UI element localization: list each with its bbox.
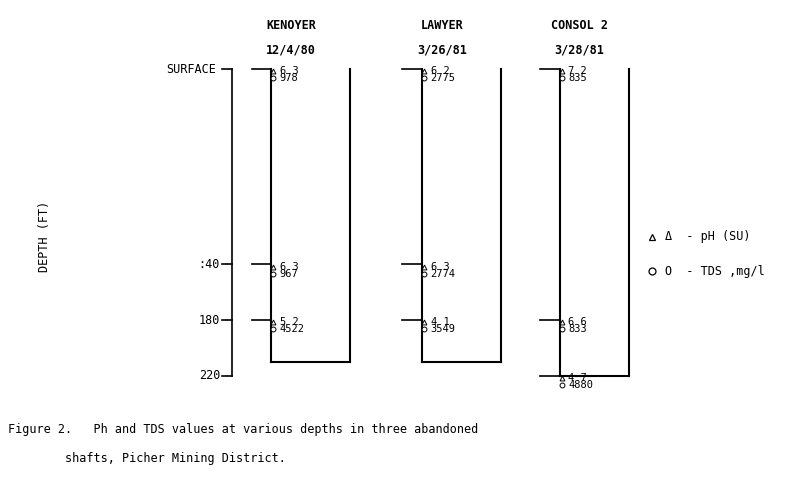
Text: 4880: 4880 — [569, 380, 594, 390]
Text: O  - TDS ,mg/l: O - TDS ,mg/l — [665, 265, 765, 278]
Text: 7 2: 7 2 — [569, 66, 587, 76]
Text: 2775: 2775 — [430, 74, 456, 83]
Text: SURFACE: SURFACE — [166, 63, 216, 76]
Text: 978: 978 — [280, 74, 298, 83]
Text: shafts, Picher Mining District.: shafts, Picher Mining District. — [8, 452, 286, 465]
Text: 3/28/81: 3/28/81 — [554, 44, 605, 57]
Text: 835: 835 — [569, 74, 587, 83]
Text: :40: :40 — [198, 258, 220, 271]
Text: 6 6: 6 6 — [569, 318, 587, 327]
Text: 220: 220 — [198, 369, 220, 382]
Text: 4522: 4522 — [280, 324, 305, 334]
Text: LAWYER: LAWYER — [421, 19, 463, 32]
Text: KENOYER: KENOYER — [266, 19, 316, 32]
Text: 2774: 2774 — [430, 269, 456, 278]
Text: 12/4/80: 12/4/80 — [266, 44, 316, 57]
Text: 3/26/81: 3/26/81 — [417, 44, 466, 57]
Text: 5 2: 5 2 — [280, 318, 298, 327]
Text: 6 2: 6 2 — [430, 66, 450, 76]
Text: CONSOL 2: CONSOL 2 — [551, 19, 608, 32]
Text: 4 7: 4 7 — [569, 373, 587, 383]
Text: 6 3: 6 3 — [280, 66, 298, 76]
Text: 3549: 3549 — [430, 324, 456, 334]
Text: 967: 967 — [280, 269, 298, 278]
Text: Δ  - pH (SU): Δ - pH (SU) — [665, 230, 750, 243]
Text: 6 3: 6 3 — [430, 261, 450, 272]
Text: 833: 833 — [569, 324, 587, 334]
Text: 4 1: 4 1 — [430, 318, 450, 327]
Text: 180: 180 — [198, 314, 220, 327]
Text: 6 3: 6 3 — [280, 261, 298, 272]
Text: DEPTH (FT): DEPTH (FT) — [38, 201, 51, 272]
Text: Figure 2.   Ph and TDS values at various depths in three abandoned: Figure 2. Ph and TDS values at various d… — [8, 423, 478, 436]
